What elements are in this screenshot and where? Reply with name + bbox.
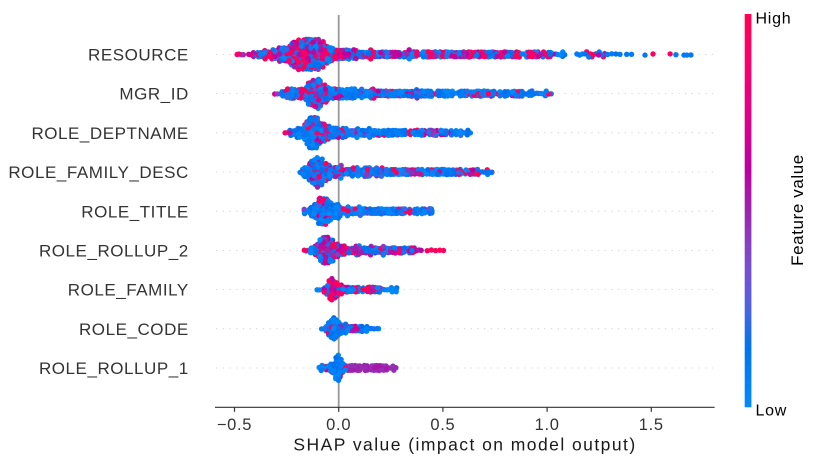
svg-text:1.0: 1.0 [535, 416, 560, 434]
svg-text:0.5: 0.5 [430, 416, 455, 434]
svg-text:ROLE_TITLE: ROLE_TITLE [81, 202, 189, 221]
svg-text:ROLE_FAMILY_DESC: ROLE_FAMILY_DESC [8, 163, 188, 182]
svg-text:1.5: 1.5 [639, 416, 664, 434]
svg-text:ROLE_FAMILY: ROLE_FAMILY [68, 281, 189, 300]
svg-text:RESOURCE: RESOURCE [88, 46, 189, 65]
svg-text:0.0: 0.0 [326, 416, 351, 434]
svg-text:ROLE_DEPTNAME: ROLE_DEPTNAME [31, 124, 188, 143]
svg-text:High: High [756, 11, 792, 28]
svg-text:SHAP value (impact on model ou: SHAP value (impact on model output) [293, 435, 636, 455]
svg-text:Feature value: Feature value [788, 154, 807, 266]
svg-text:ROLE_ROLLUP_2: ROLE_ROLLUP_2 [39, 242, 189, 261]
svg-text:−0.5: −0.5 [217, 416, 252, 434]
svg-text:ROLE_ROLLUP_1: ROLE_ROLLUP_1 [39, 359, 189, 378]
svg-text:ROLE_CODE: ROLE_CODE [79, 320, 189, 339]
svg-text:MGR_ID: MGR_ID [119, 85, 188, 104]
svg-text:Low: Low [756, 403, 788, 420]
